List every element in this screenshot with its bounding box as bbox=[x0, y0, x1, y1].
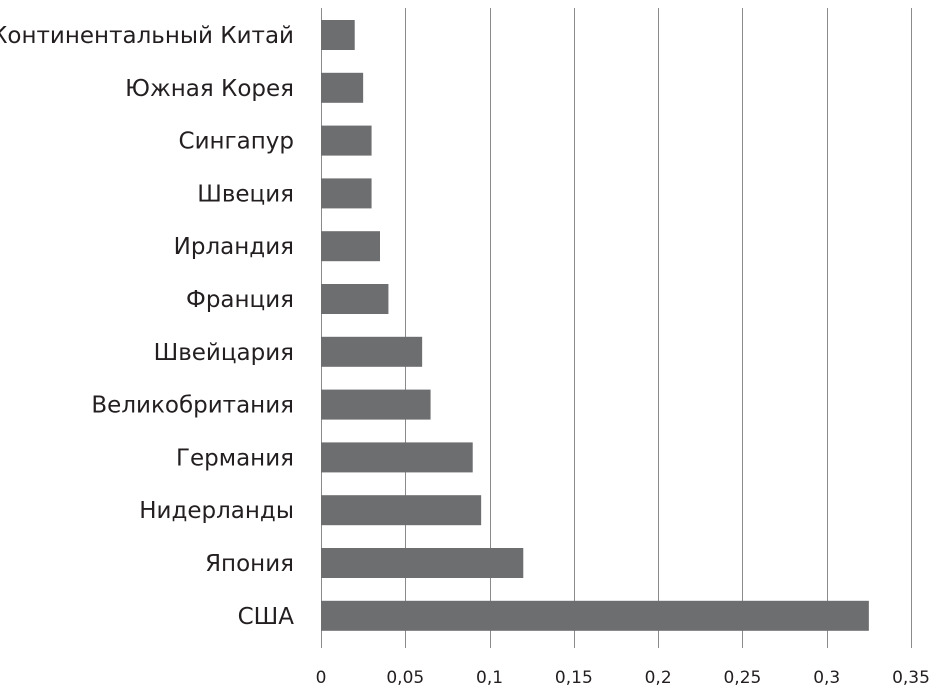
x-tick-label: 0,05 bbox=[386, 668, 424, 688]
x-tick-label: 0 bbox=[316, 668, 327, 688]
bar bbox=[321, 389, 431, 420]
x-axis-tick-labels: 0 0,05 0,1 0,15 0,2 0,25 0,3 0,35 bbox=[316, 668, 930, 688]
category-label: Нидерланды bbox=[139, 498, 294, 524]
category-label: Великобритания bbox=[91, 393, 294, 419]
bar bbox=[321, 336, 423, 367]
category-label: Швеция bbox=[197, 181, 294, 207]
bar bbox=[321, 600, 869, 631]
x-tick-label: 0,15 bbox=[555, 668, 593, 688]
bar bbox=[321, 442, 473, 473]
bar bbox=[321, 178, 372, 209]
bar bbox=[321, 495, 482, 526]
bar bbox=[321, 125, 372, 156]
bar bbox=[321, 548, 524, 578]
category-label: Япония bbox=[205, 551, 294, 577]
category-label: Сингапур bbox=[179, 129, 294, 155]
bars bbox=[321, 20, 869, 631]
x-tick-label: 0,1 bbox=[476, 668, 503, 688]
bar bbox=[321, 20, 355, 50]
x-tick-label: 0,2 bbox=[645, 668, 672, 688]
category-label: Континентальный Китай bbox=[0, 23, 294, 49]
bar bbox=[321, 284, 389, 314]
bar bbox=[321, 231, 380, 262]
category-label: Швейцария bbox=[154, 340, 294, 366]
category-label: Франция bbox=[186, 287, 294, 313]
x-tick-label: 0,35 bbox=[892, 668, 930, 688]
category-labels: Континентальный Китай Южная Корея Сингапур… bbox=[0, 23, 294, 630]
x-tick-label: 0,25 bbox=[723, 668, 761, 688]
bar bbox=[321, 72, 364, 103]
category-label: Германия bbox=[176, 445, 294, 471]
category-label: Южная Корея bbox=[125, 76, 294, 102]
x-tick-label: 0,3 bbox=[813, 668, 840, 688]
category-label: Ирландия bbox=[174, 234, 294, 260]
gridlines bbox=[321, 8, 912, 648]
category-label: США bbox=[238, 604, 295, 630]
